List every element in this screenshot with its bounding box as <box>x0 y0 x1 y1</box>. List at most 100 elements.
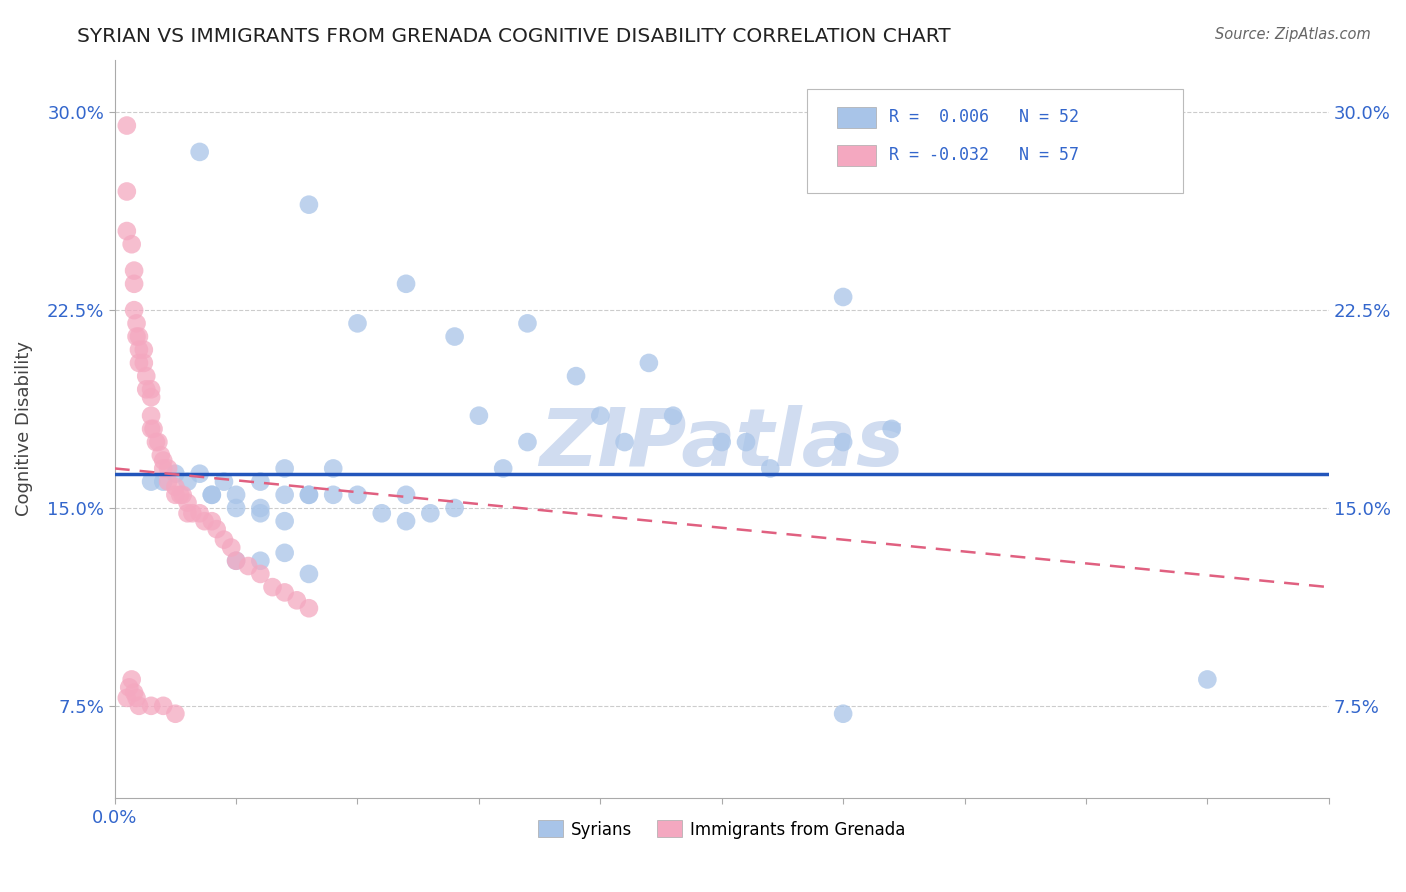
Point <box>115 119 138 133</box>
Point <box>273 514 295 528</box>
Point <box>468 409 491 423</box>
Point <box>139 698 162 713</box>
Point <box>735 435 758 450</box>
Point <box>165 467 187 481</box>
Point <box>135 369 157 384</box>
Point <box>115 224 138 238</box>
Point <box>128 343 150 357</box>
Point <box>181 506 204 520</box>
Point <box>346 488 368 502</box>
Point <box>443 501 465 516</box>
Point <box>149 448 172 462</box>
Point <box>273 585 295 599</box>
Point <box>492 461 515 475</box>
Text: R =  0.006   N = 52: R = 0.006 N = 52 <box>889 108 1080 126</box>
Point <box>188 467 211 481</box>
Text: SYRIAN VS IMMIGRANTS FROM GRENADA COGNITIVE DISABILITY CORRELATION CHART: SYRIAN VS IMMIGRANTS FROM GRENADA COGNIT… <box>77 27 950 45</box>
Point <box>249 506 271 520</box>
Point <box>832 290 855 304</box>
Point <box>121 673 143 687</box>
Point <box>139 382 162 396</box>
Point <box>118 681 141 695</box>
Point <box>212 475 235 489</box>
Point <box>273 546 295 560</box>
Point <box>516 435 538 450</box>
Point <box>201 488 224 502</box>
Y-axis label: Cognitive Disability: Cognitive Disability <box>15 342 32 516</box>
Point <box>662 409 685 423</box>
Point <box>589 409 612 423</box>
Point <box>169 488 191 502</box>
Point <box>880 422 903 436</box>
Point <box>832 706 855 721</box>
Point <box>262 580 284 594</box>
Point <box>201 514 224 528</box>
Point <box>346 317 368 331</box>
Point <box>132 343 155 357</box>
Point <box>322 488 344 502</box>
Point <box>188 506 211 520</box>
Point <box>125 690 148 705</box>
Point <box>157 475 180 489</box>
Text: Source: ZipAtlas.com: Source: ZipAtlas.com <box>1215 27 1371 42</box>
Point <box>298 488 321 502</box>
Point <box>148 435 170 450</box>
Point <box>212 533 235 547</box>
Point <box>152 698 174 713</box>
Point <box>443 329 465 343</box>
Point <box>225 554 247 568</box>
Point <box>371 506 394 520</box>
Point <box>516 317 538 331</box>
Point <box>145 435 167 450</box>
Point <box>121 237 143 252</box>
Point <box>128 356 150 370</box>
Point <box>115 185 138 199</box>
Point <box>115 690 138 705</box>
Point <box>125 329 148 343</box>
Point <box>139 475 162 489</box>
Point <box>249 501 271 516</box>
Point <box>419 506 441 520</box>
Point <box>135 382 157 396</box>
Point <box>176 506 198 520</box>
Point <box>249 475 271 489</box>
Point <box>122 277 145 291</box>
Point <box>205 522 228 536</box>
Point <box>128 329 150 343</box>
FancyBboxPatch shape <box>837 107 876 128</box>
Point <box>285 593 308 607</box>
Point <box>395 514 418 528</box>
Point <box>298 197 321 211</box>
Point <box>176 475 198 489</box>
Point <box>225 488 247 502</box>
Point <box>122 685 145 699</box>
FancyBboxPatch shape <box>807 89 1182 193</box>
Point <box>219 541 242 555</box>
Point <box>759 461 782 475</box>
Point <box>139 422 162 436</box>
Point <box>142 422 165 436</box>
Point <box>225 501 247 516</box>
Text: R = -0.032   N = 57: R = -0.032 N = 57 <box>889 146 1080 164</box>
Point <box>128 698 150 713</box>
Point <box>298 488 321 502</box>
Legend: Syrians, Immigrants from Grenada: Syrians, Immigrants from Grenada <box>531 814 912 846</box>
Point <box>273 488 295 502</box>
Point <box>152 475 174 489</box>
Point <box>152 461 174 475</box>
Point <box>201 488 224 502</box>
Point <box>188 145 211 159</box>
Point <box>1197 673 1219 687</box>
Point <box>249 554 271 568</box>
Point <box>322 461 344 475</box>
Point <box>225 554 247 568</box>
Point <box>832 435 855 450</box>
Point <box>139 390 162 404</box>
Point <box>638 356 661 370</box>
Point <box>395 488 418 502</box>
Point <box>132 356 155 370</box>
Point <box>157 461 180 475</box>
Point <box>193 514 215 528</box>
Text: ZIPatlas: ZIPatlas <box>540 405 904 483</box>
Point <box>710 435 733 450</box>
